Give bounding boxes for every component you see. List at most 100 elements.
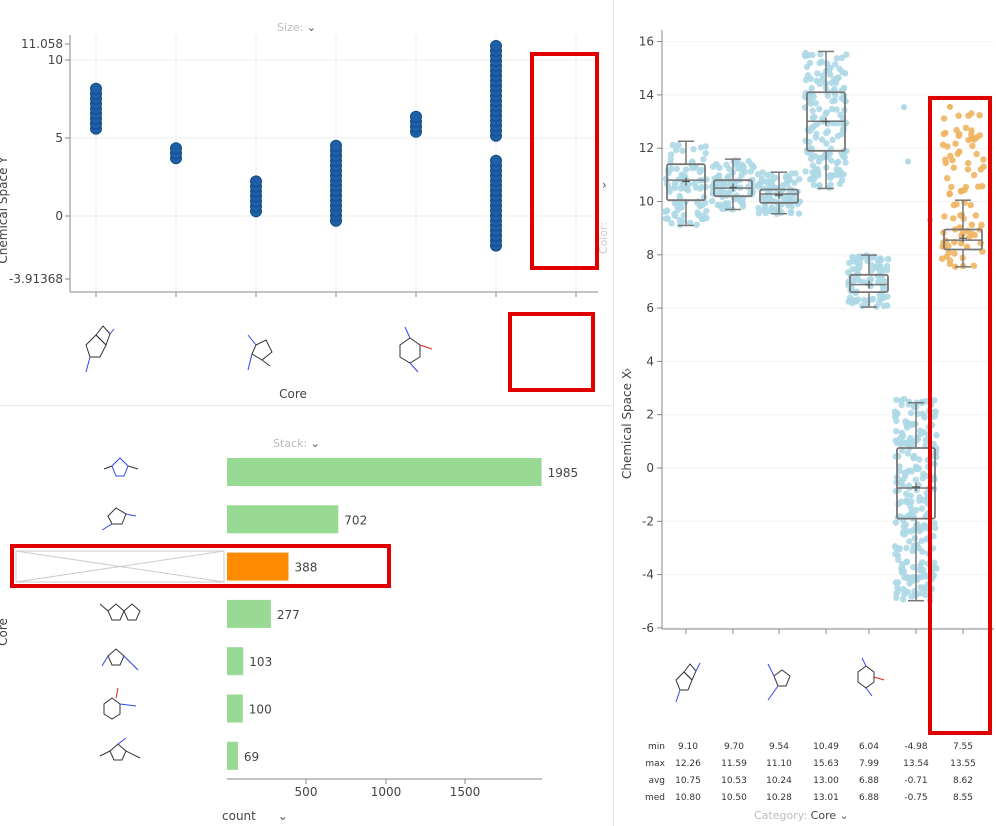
bar[interactable] [227,505,339,534]
box-point[interactable] [965,112,972,119]
box-point[interactable] [898,429,906,437]
box-point[interactable] [682,166,690,173]
box-point[interactable] [893,428,900,435]
box-point[interactable] [676,199,684,207]
box-point[interactable] [696,168,703,176]
box-point[interactable] [703,207,710,215]
bar[interactable] [227,647,244,676]
box-point[interactable] [849,265,856,273]
box-point[interactable] [843,51,850,58]
box-point[interactable] [833,55,840,62]
box-point[interactable] [899,564,906,571]
box-point[interactable] [834,132,842,140]
box-point[interactable] [834,74,841,82]
box-point[interactable] [903,490,910,497]
bar[interactable] [227,599,271,628]
box-point[interactable] [765,195,772,202]
box-point[interactable] [792,170,799,177]
box-point[interactable] [940,130,947,138]
box-y-label[interactable]: Chemical Space X [620,371,634,479]
outlier-point[interactable] [947,103,953,110]
box-point[interactable] [919,548,926,555]
box-point[interactable] [908,528,915,535]
box-point[interactable] [827,64,834,72]
box-point[interactable] [894,588,901,595]
scatter-point[interactable] [250,175,262,188]
box-point[interactable] [811,175,818,182]
box-point[interactable] [914,576,921,583]
box-point[interactable] [945,242,952,250]
box-point[interactable] [768,205,775,212]
box-point[interactable] [666,188,673,195]
scatter-y-label[interactable]: Chemical Space Y [0,156,10,264]
box-point[interactable] [832,92,839,99]
box-point[interactable] [919,410,926,417]
box-point[interactable] [922,591,929,598]
box-point[interactable] [916,456,923,463]
box-point[interactable] [719,205,726,212]
box-point[interactable] [755,205,762,212]
box-point[interactable] [691,180,698,187]
box-point[interactable] [892,487,900,495]
box-point[interactable] [899,596,907,603]
box-point[interactable] [791,179,798,186]
box-point[interactable] [902,440,910,447]
box-point[interactable] [910,564,917,571]
box-point[interactable] [931,397,938,404]
box-point[interactable] [860,296,868,304]
box-point[interactable] [667,155,674,163]
box-point[interactable] [897,434,904,442]
box-point[interactable] [906,538,913,545]
box-point[interactable] [840,86,847,93]
box-point[interactable] [872,263,880,271]
box-point[interactable] [932,524,939,532]
box-point[interactable] [908,468,915,475]
bar-y-label[interactable]: Core [0,618,10,646]
box-point[interactable] [828,173,835,180]
box[interactable] [896,447,936,520]
box-point[interactable] [894,552,901,559]
box-point[interactable] [885,256,892,263]
box-point[interactable] [816,59,823,67]
box-point[interactable] [740,163,747,170]
box-point[interactable] [933,432,940,439]
box-point[interactable] [829,136,836,143]
box-point[interactable] [827,71,834,78]
box-point[interactable] [880,302,888,310]
box-point[interactable] [908,593,915,600]
box-point[interactable] [812,166,819,173]
box-point[interactable] [946,260,954,268]
box-point[interactable] [672,146,680,154]
box-point[interactable] [893,417,900,425]
scatter-point[interactable] [410,110,422,123]
chevron-right-icon[interactable]: › [602,178,607,192]
box-point[interactable] [837,111,844,119]
box-point[interactable] [824,92,831,100]
box-point[interactable] [722,200,729,207]
box-point[interactable] [840,171,847,178]
box-point[interactable] [847,294,854,301]
box[interactable] [759,188,799,204]
box[interactable] [849,273,889,293]
box-point[interactable] [816,105,823,113]
box-point[interactable] [809,107,816,115]
box-point[interactable] [891,543,899,550]
box-point[interactable] [894,579,902,586]
box-point[interactable] [734,165,741,172]
box-point[interactable] [802,168,809,175]
chevron-down-icon[interactable]: › [620,368,634,373]
box-point[interactable] [699,212,706,219]
box-point[interactable] [977,166,984,173]
box-point[interactable] [669,141,677,149]
box-point[interactable] [892,519,899,526]
box-point[interactable] [903,544,910,552]
box-point[interactable] [786,175,793,183]
box-point[interactable] [674,206,681,213]
box-point[interactable] [941,213,948,220]
box-point[interactable] [952,140,959,147]
box-point[interactable] [944,143,951,150]
box-point[interactable] [758,175,766,182]
scatter-point[interactable] [490,40,502,52]
box-point[interactable] [938,255,946,262]
box-point[interactable] [971,171,978,179]
